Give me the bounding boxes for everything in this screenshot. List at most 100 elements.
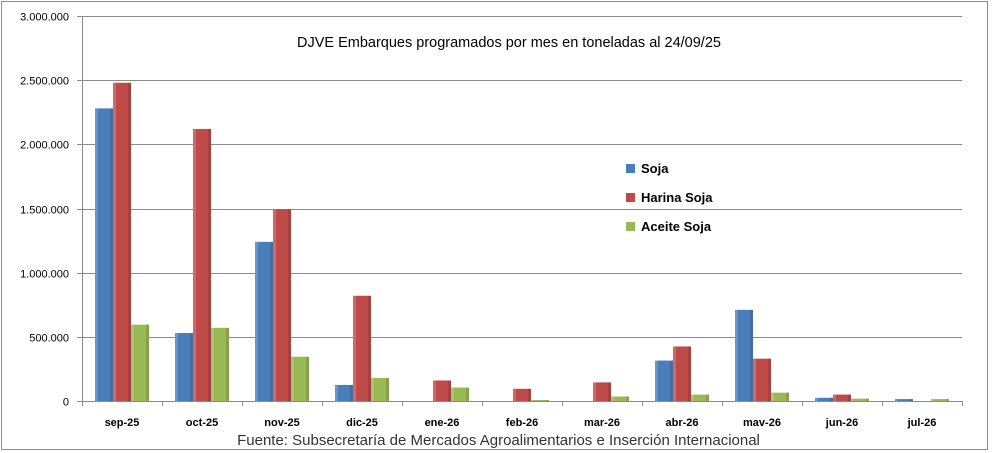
bar-highlight bbox=[735, 309, 738, 401]
x-tick-label: jun-26 bbox=[825, 417, 858, 429]
legend: Soja Harina Soja Aceite Soja bbox=[626, 161, 713, 234]
bar-highlight bbox=[753, 358, 756, 401]
bar-highlight bbox=[931, 399, 934, 401]
bar-shadow bbox=[368, 295, 371, 401]
bar-aceite-soja bbox=[291, 356, 309, 401]
bar-shadow bbox=[706, 394, 709, 401]
bar-soja bbox=[95, 108, 113, 402]
bar-shadow bbox=[848, 394, 851, 401]
bar-highlight bbox=[273, 209, 276, 401]
bar-harina-soja bbox=[113, 82, 131, 401]
bar-highlight bbox=[691, 394, 694, 401]
legend-swatch bbox=[626, 222, 635, 231]
bar-aceite-soja bbox=[851, 398, 869, 401]
x-tick-label: nov-25 bbox=[264, 417, 299, 429]
bar-highlight bbox=[211, 327, 214, 401]
y-tick-label: 2.500.000 bbox=[20, 76, 69, 88]
bar-highlight bbox=[513, 388, 516, 401]
bar-shadow bbox=[546, 399, 549, 401]
bar-shadow bbox=[626, 396, 629, 401]
bar-shadow bbox=[226, 327, 229, 401]
y-tick-label: 0 bbox=[63, 397, 69, 409]
bar-shadow bbox=[350, 384, 353, 401]
bar-highlight bbox=[833, 394, 836, 401]
bar-highlight bbox=[353, 295, 356, 401]
bar-shadow bbox=[190, 332, 193, 401]
bar-aceite-soja bbox=[531, 399, 549, 401]
bar-highlight bbox=[815, 397, 818, 401]
bar-soja bbox=[655, 360, 673, 401]
bar-highlight bbox=[175, 332, 178, 401]
bar-shadow bbox=[768, 358, 771, 401]
x-tick-label: sep-25 bbox=[105, 417, 140, 429]
bar-highlight bbox=[451, 387, 454, 401]
bar-highlight bbox=[771, 392, 774, 401]
bar-harina-soja bbox=[273, 209, 291, 401]
bar-soja bbox=[175, 332, 193, 401]
bar-aceite-soja bbox=[931, 399, 949, 401]
bar-highlight bbox=[673, 346, 676, 401]
bar-highlight bbox=[531, 399, 534, 401]
bar-shadow bbox=[110, 108, 113, 402]
legend-label: Harina Soja bbox=[641, 190, 713, 205]
bar-shadow bbox=[786, 392, 789, 401]
source-text: Fuente: Subsecretaría de Mercados Agroal… bbox=[235, 432, 762, 449]
y-tick-label: 1.000.000 bbox=[20, 269, 69, 281]
bar-soja bbox=[335, 384, 353, 401]
y-tick-label: 3.000.000 bbox=[20, 12, 69, 24]
bar-highlight bbox=[193, 128, 196, 401]
bar-shadow bbox=[866, 398, 869, 401]
bar-shadow bbox=[750, 309, 753, 401]
bars bbox=[82, 82, 962, 402]
bar-shadow bbox=[270, 241, 273, 401]
bar-shadow bbox=[128, 82, 131, 401]
bar-shadow bbox=[946, 399, 949, 401]
bar-harina-soja bbox=[673, 346, 691, 401]
bar-shadow bbox=[670, 360, 673, 401]
bar-highlight bbox=[131, 324, 134, 401]
x-tick-label: abr-26 bbox=[665, 417, 698, 429]
bar-aceite-soja bbox=[371, 377, 389, 401]
bar-shadow bbox=[386, 377, 389, 401]
bar-soja bbox=[735, 309, 753, 401]
legend-swatch bbox=[626, 193, 635, 202]
bar-aceite-soja bbox=[451, 387, 469, 401]
x-tick-label: ene-26 bbox=[425, 417, 460, 429]
y-tick-label: 500.000 bbox=[29, 333, 69, 345]
bar-shadow bbox=[830, 397, 833, 401]
x-tick-label: dic-25 bbox=[346, 417, 378, 429]
legend-label: Soja bbox=[641, 161, 669, 176]
x-tick-label: mar-26 bbox=[584, 417, 620, 429]
bar-highlight bbox=[611, 396, 614, 401]
bar-highlight bbox=[851, 398, 854, 401]
bar-aceite-soja bbox=[211, 327, 229, 401]
x-tick-label: jul-26 bbox=[907, 417, 937, 429]
x-tick-label: mav-26 bbox=[743, 417, 781, 429]
bar-aceite-soja bbox=[691, 394, 709, 401]
bar-shadow bbox=[688, 346, 691, 401]
bar-shadow bbox=[910, 399, 913, 401]
y-tick-label: 1.500.000 bbox=[20, 205, 69, 217]
source-note: Fuente: Subsecretaría de Mercados Agroal… bbox=[0, 432, 997, 449]
legend-label: Aceite Soja bbox=[641, 219, 712, 234]
bar-soja bbox=[815, 397, 833, 401]
bar-shadow bbox=[146, 324, 149, 401]
bar-harina-soja bbox=[833, 394, 851, 401]
x-axis-ticks: sep-25 oct-25 nov-25 dic-25 ene-26 feb-26 mar-… bbox=[82, 401, 963, 429]
bar-highlight bbox=[255, 241, 258, 401]
bar-highlight bbox=[593, 382, 596, 401]
x-tick-label: feb-26 bbox=[506, 417, 538, 429]
bar-soja bbox=[255, 241, 273, 401]
bar-shadow bbox=[528, 388, 531, 401]
y-axis-ticks: 0 500.000 1.000.000 1.500.000 2.000.000 2.500… bbox=[20, 12, 69, 409]
bar-highlight bbox=[335, 384, 338, 401]
bar-shadow bbox=[288, 209, 291, 401]
bar-shadow bbox=[466, 387, 469, 401]
bar-highlight bbox=[655, 360, 658, 401]
bar-highlight bbox=[433, 380, 436, 401]
bar-highlight bbox=[95, 108, 98, 402]
bar-harina-soja bbox=[593, 382, 611, 401]
bar-harina-soja bbox=[433, 380, 451, 401]
